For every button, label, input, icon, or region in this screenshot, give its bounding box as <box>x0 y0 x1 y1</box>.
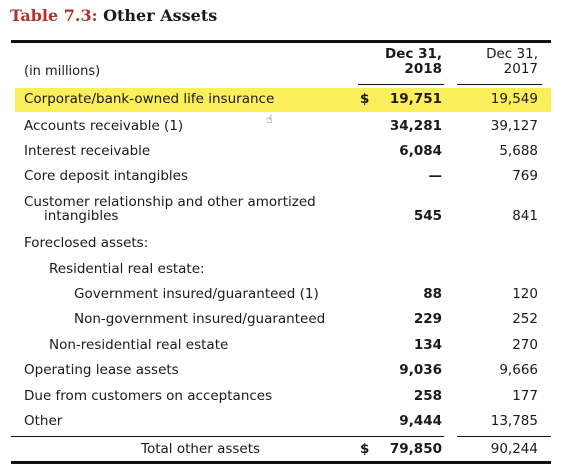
row-label: Foreclosed assets: <box>24 235 149 251</box>
value-2017: 9,666 <box>499 362 538 378</box>
row-label: Non-residential real estate <box>49 337 229 353</box>
dollar-sign: $ <box>360 91 370 107</box>
value-2017: 177 <box>512 388 538 404</box>
bottom-rule <box>11 461 551 464</box>
table-name: Other Assets <box>103 6 218 25</box>
row-label: Government insured/guaranteed (1) <box>74 286 319 302</box>
row-label-continued: intangibles <box>44 208 119 224</box>
value-2017: 270 <box>512 337 538 353</box>
row-label: Interest receivable <box>24 143 151 159</box>
value-2017: 13,785 <box>490 413 538 429</box>
column-header-2018-date: Dec 31, <box>385 46 442 62</box>
value-2018: 134 <box>413 337 442 353</box>
value-2018: 258 <box>413 388 442 404</box>
row-label: Corporate/bank-owned life insurance <box>24 91 275 107</box>
row-label: Non-government insured/guaranteed <box>74 311 326 327</box>
row-label: Core deposit intangibles <box>24 168 189 184</box>
top-rule <box>11 40 551 43</box>
row-label: Operating lease assets <box>24 362 179 378</box>
row-label: Customer relationship and other amortize… <box>24 194 316 210</box>
header-underline-2017 <box>457 84 542 85</box>
column-header-2018: Dec 31, 2018 <box>358 47 442 77</box>
row-label: Other <box>24 413 63 429</box>
header-underline-2018 <box>358 84 444 85</box>
row-label: Residential real estate: <box>49 261 205 277</box>
value-2018: 88 <box>423 286 442 302</box>
value-2017: 769 <box>512 168 538 184</box>
total-rule-right <box>457 436 551 437</box>
column-header-2018-year: 2018 <box>404 61 442 77</box>
column-header-2017-year: 2017 <box>503 61 538 77</box>
value-2017: 120 <box>512 286 538 302</box>
value-2017: 19,549 <box>490 91 538 107</box>
value-2017: 841 <box>512 208 538 224</box>
value-2018: 9,444 <box>399 413 442 429</box>
dollar-sign: $ <box>360 441 370 457</box>
value-2018: 545 <box>413 208 442 224</box>
value-2018: — <box>428 168 443 184</box>
units-label: (in millions) <box>24 64 101 79</box>
hand-pointer-icon: ☝ <box>266 113 273 126</box>
total-rule-left <box>11 436 444 437</box>
column-header-2017: Dec 31, 2017 <box>457 47 538 77</box>
value-2018: 229 <box>413 311 442 327</box>
value-2018: 34,281 <box>389 118 442 134</box>
row-label: Due from customers on acceptances <box>24 388 273 404</box>
row-highlight <box>15 88 551 112</box>
value-2018: 6,084 <box>399 143 442 159</box>
value-2017: 5,688 <box>499 143 538 159</box>
row-label: Accounts receivable (1) <box>24 118 184 134</box>
value-2017: 39,127 <box>490 118 538 134</box>
value-2018: 19,751 <box>389 91 442 107</box>
value-2018: 79,850 <box>389 441 442 457</box>
table-title: Table 7.3: Other Assets <box>10 6 217 25</box>
value-2017: 252 <box>512 311 538 327</box>
row-label: Total other assets <box>141 441 261 457</box>
table-number: Table 7.3: <box>10 6 98 25</box>
value-2018: 9,036 <box>399 362 442 378</box>
value-2017: 90,244 <box>490 441 538 457</box>
column-header-2017-date: Dec 31, <box>486 46 538 62</box>
